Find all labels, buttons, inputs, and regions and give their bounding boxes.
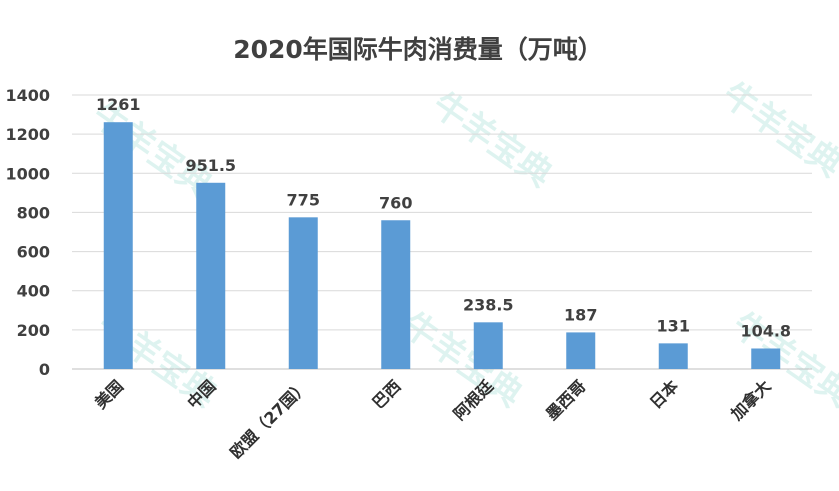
data-label-7: 104.8 [740,321,791,340]
watermark-2: 牛羊宝典 [715,75,839,186]
y-tick-label: 1200 [5,125,50,144]
gridlines [72,94,812,370]
x-tick-label-2: 欧盟（27国） [226,376,312,462]
x-tick-label-0: 美国 [91,376,127,412]
data-label-3: 760 [379,193,412,212]
data-labels: 1261 951.5 775 760 238.5 187 131 104.8 [96,95,791,340]
x-tick-label-6: 日本 [646,376,682,412]
x-axis: 美国 中国 欧盟（27国） 巴西 阿根廷 墨西哥 日本 加拿大 [91,376,775,462]
bar-6 [658,343,688,369]
x-tick-label-5: 墨西哥 [542,376,589,423]
y-axis: 0 200 400 600 800 1000 1200 1400 [5,86,50,379]
y-tick-label: 400 [17,282,50,301]
x-tick-label-7: 加拿大 [726,376,774,424]
data-label-2: 775 [287,190,320,209]
chart-title: 2020年国际牛肉消费量（万吨） [233,35,603,64]
data-label-0: 1261 [96,95,141,114]
y-tick-label: 800 [17,203,50,222]
y-tick-label: 0 [39,360,50,379]
bar-7 [751,348,781,369]
data-label-5: 187 [564,305,597,324]
y-tick-label: 1000 [5,164,50,183]
y-tick-label: 1400 [5,86,50,105]
bar-0 [103,122,133,369]
y-tick-label: 600 [17,243,50,262]
bar-3 [381,220,411,369]
bar-5 [566,332,596,369]
watermark-1: 牛羊宝典 [425,85,559,196]
bar-1 [196,182,226,369]
data-label-6: 131 [657,316,690,335]
data-label-4: 238.5 [463,295,514,314]
data-label-1: 951.5 [185,156,236,175]
y-tick-label: 200 [17,321,50,340]
bars [103,122,781,369]
x-tick-label-3: 巴西 [369,376,405,412]
bar-2 [288,217,318,369]
bar-4 [473,322,503,369]
